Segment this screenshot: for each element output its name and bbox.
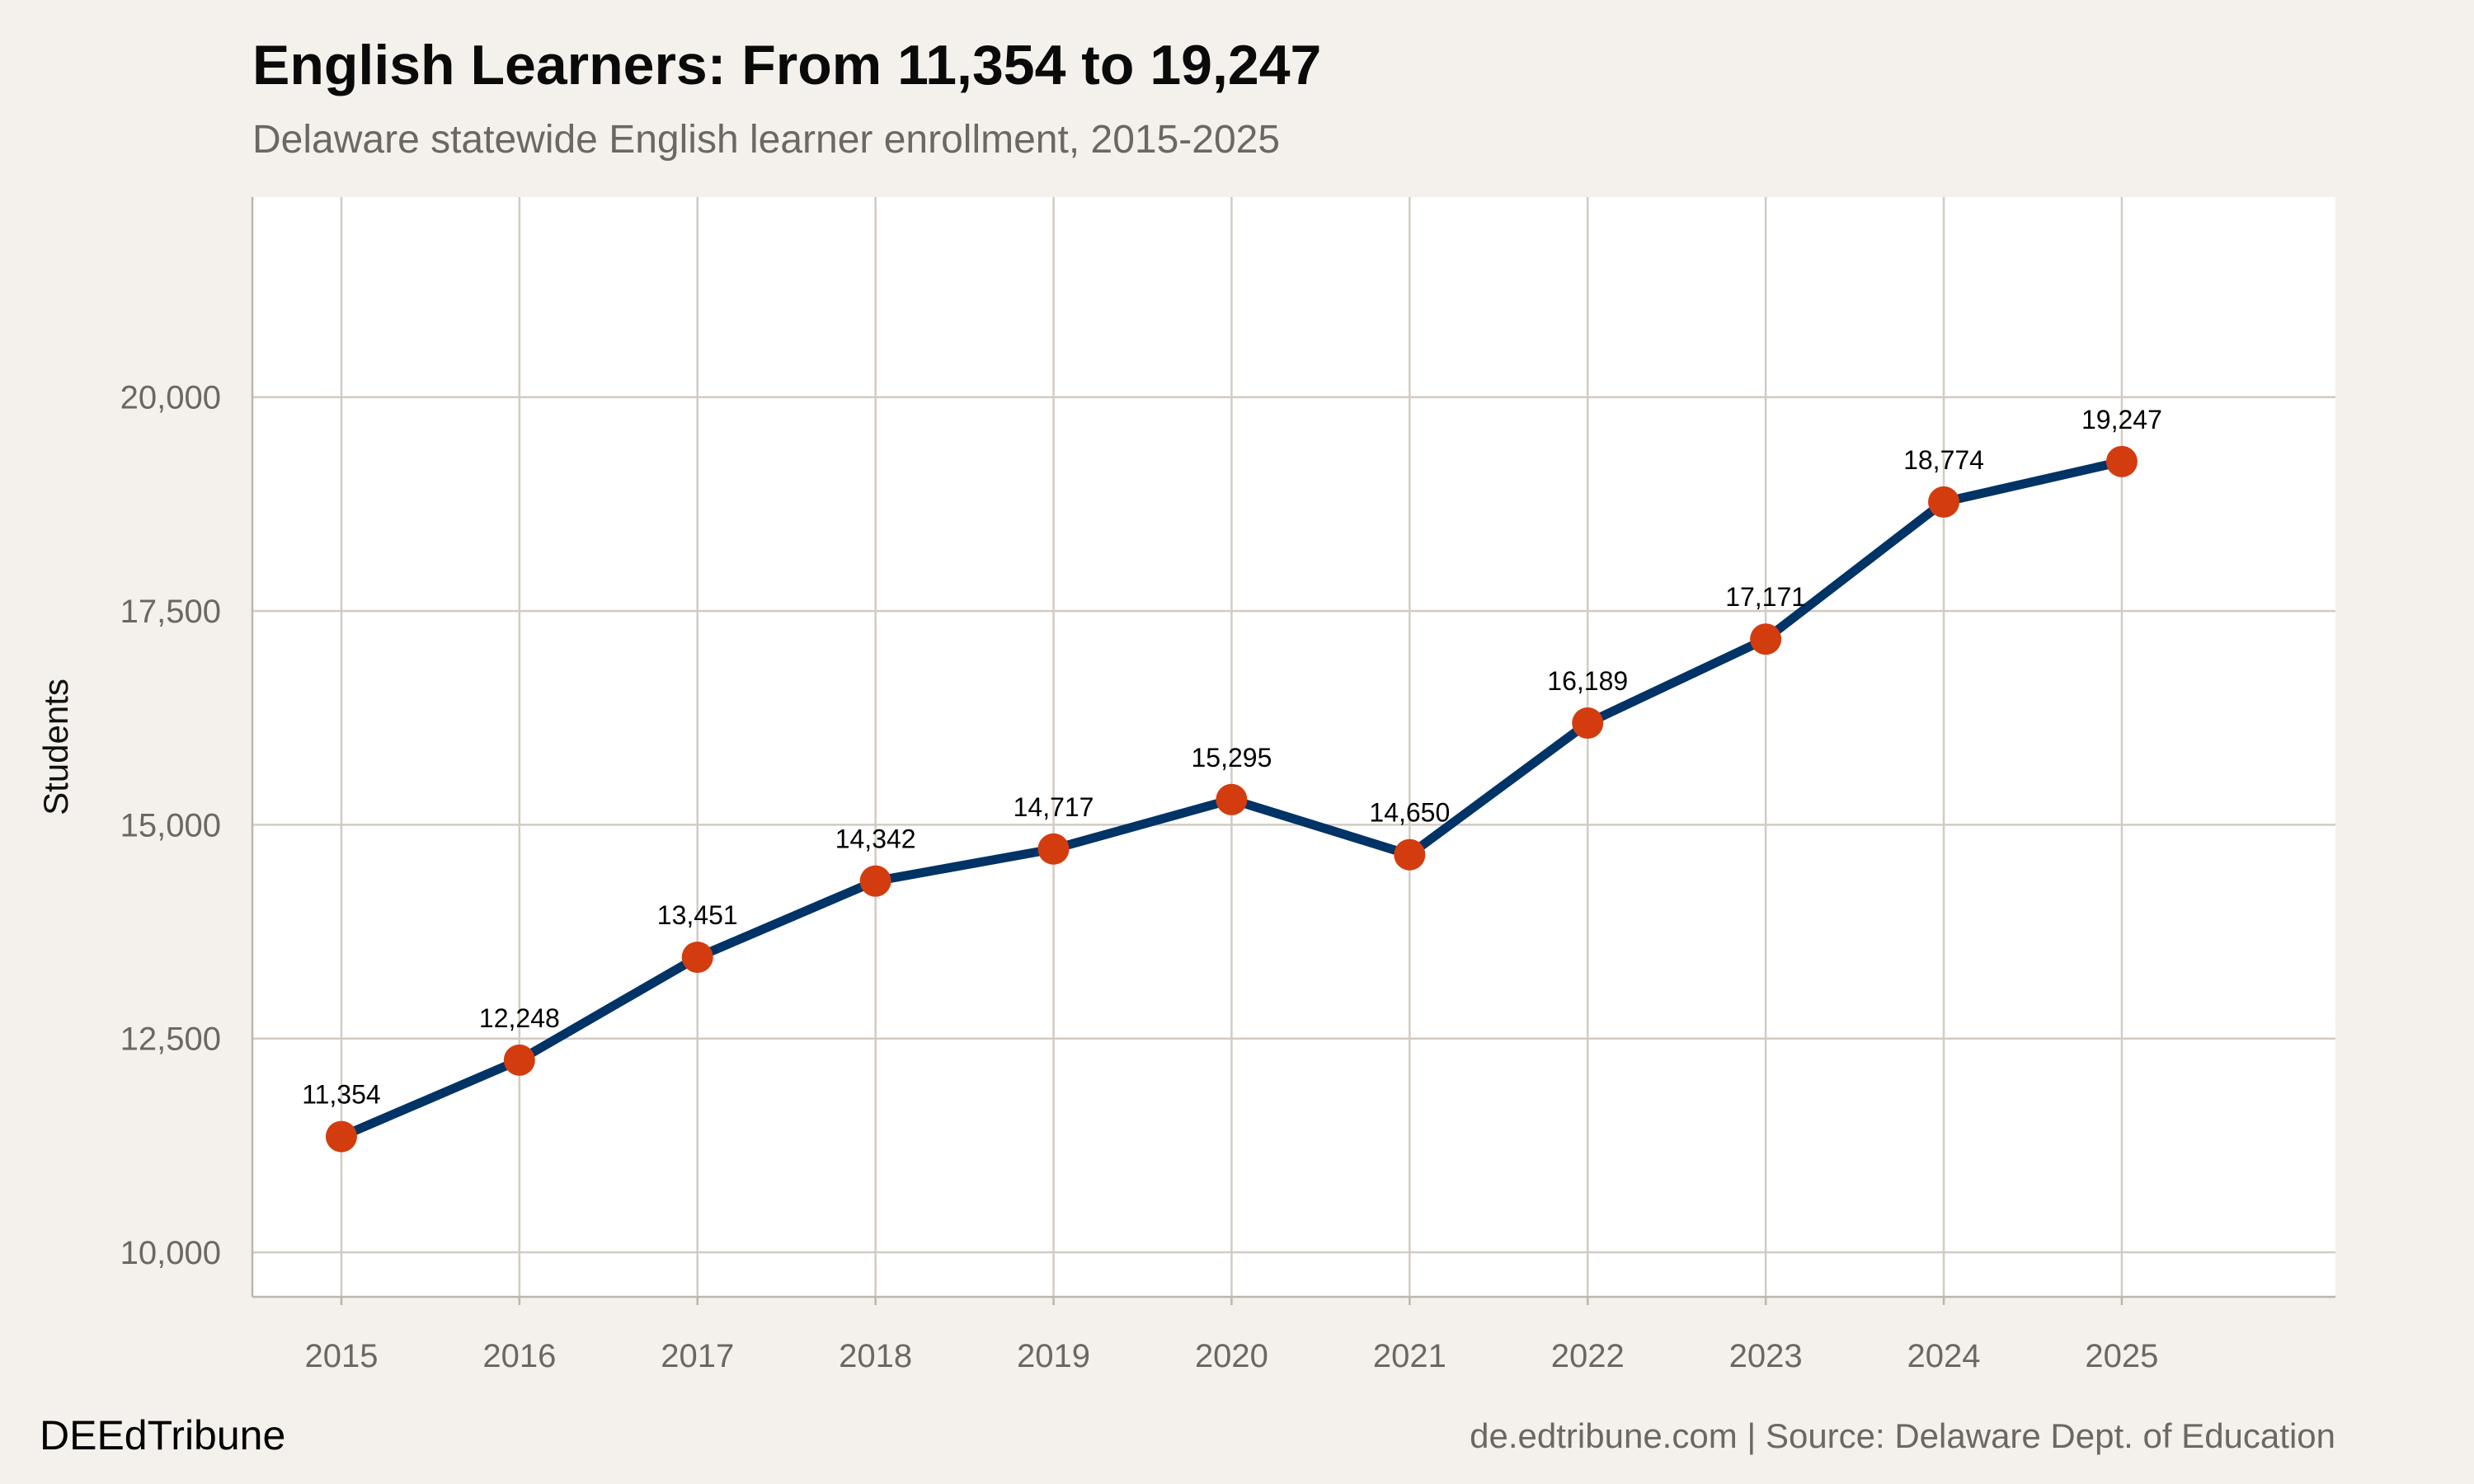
data-label: 13,451 bbox=[657, 900, 738, 930]
data-point bbox=[2105, 445, 2138, 477]
chart-subtitle: Delaware statewide English learner enrol… bbox=[252, 118, 1281, 162]
data-point bbox=[1750, 623, 1782, 655]
y-axis-label: Students bbox=[36, 679, 75, 815]
x-tick-label: 2025 bbox=[2085, 1338, 2158, 1374]
data-label: 16,189 bbox=[1547, 666, 1628, 696]
x-tick-label: 2021 bbox=[1373, 1338, 1446, 1374]
data-label: 17,171 bbox=[1725, 582, 1806, 612]
x-tick-label: 2024 bbox=[1907, 1338, 1981, 1374]
data-label: 14,650 bbox=[1369, 798, 1450, 828]
gridlines bbox=[252, 197, 2335, 1297]
data-point bbox=[1572, 707, 1604, 740]
x-tick-label: 2015 bbox=[304, 1338, 378, 1374]
data-label: 14,717 bbox=[1014, 792, 1094, 822]
data-label: 11,354 bbox=[302, 1080, 381, 1110]
plot-panel bbox=[252, 197, 2335, 1297]
y-tick-label: 17,500 bbox=[120, 594, 221, 630]
chart-title: English Learners: From 11,354 to 19,247 bbox=[252, 34, 1322, 96]
x-tick-label: 2022 bbox=[1551, 1338, 1625, 1374]
axes: 10,000 12,500 15,000 17,500 20,000 2015 2016 20… bbox=[120, 197, 2335, 1374]
data-label: 15,295 bbox=[1191, 743, 1272, 773]
data-labels: 11,354 12,248 13,451 14,342 14,717 15,295 14,6… bbox=[302, 405, 2162, 1110]
data-label: 14,342 bbox=[835, 824, 916, 854]
y-tick-label: 15,000 bbox=[120, 807, 221, 843]
data-point bbox=[503, 1044, 535, 1076]
data-point bbox=[1216, 783, 1248, 815]
x-tick-label: 2023 bbox=[1729, 1338, 1803, 1374]
source-caption: de.edtribune.com | Source: Delaware Dept… bbox=[1470, 1416, 2335, 1455]
y-tick-label: 12,500 bbox=[120, 1021, 221, 1058]
x-tick-label: 2020 bbox=[1195, 1338, 1268, 1374]
data-point bbox=[325, 1120, 357, 1153]
x-tick-label: 2017 bbox=[661, 1338, 734, 1374]
data-label: 12,248 bbox=[479, 1003, 560, 1033]
data-point bbox=[1037, 833, 1070, 865]
brand-logo-text: DEEdTribune bbox=[40, 1412, 286, 1458]
series bbox=[325, 445, 2138, 1153]
data-point bbox=[859, 865, 891, 897]
data-label: 18,774 bbox=[1903, 445, 1984, 475]
data-point bbox=[1394, 838, 1426, 871]
x-tick-label: 2019 bbox=[1017, 1338, 1090, 1374]
data-point bbox=[681, 942, 713, 974]
y-tick-label: 20,000 bbox=[120, 380, 221, 416]
x-tick-label: 2016 bbox=[482, 1338, 556, 1374]
data-point bbox=[1928, 486, 1960, 518]
x-tick-label: 2018 bbox=[839, 1338, 912, 1374]
data-label: 19,247 bbox=[2081, 405, 2162, 434]
y-tick-label: 10,000 bbox=[120, 1235, 221, 1271]
